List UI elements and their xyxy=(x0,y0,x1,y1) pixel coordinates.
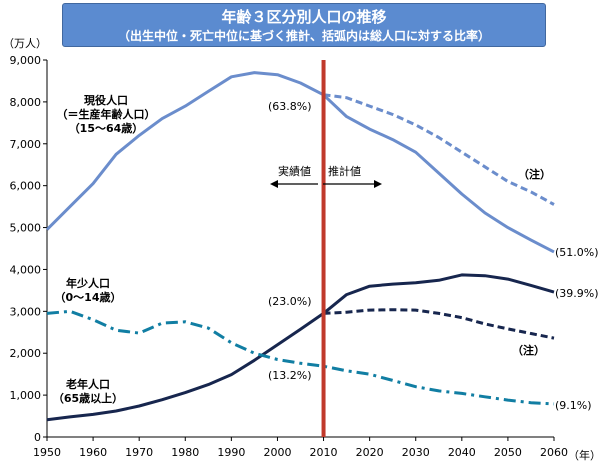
series-line-2 xyxy=(323,93,555,206)
series-lines xyxy=(45,71,555,422)
axes xyxy=(46,60,554,438)
x-tick-label: 2040 xyxy=(448,446,476,459)
y-tick-label: 4,000 xyxy=(10,263,42,276)
chart-title: 年齢３区分別人口の推移 xyxy=(221,8,387,26)
y-tick-label: 8,000 xyxy=(10,96,42,109)
series-line-5 xyxy=(46,309,555,406)
y-tick-label: 7,000 xyxy=(10,138,42,151)
juvenile-label-2: （0～14歳） xyxy=(55,290,122,304)
juvenile-label-1: 年少人口 xyxy=(66,276,110,290)
y-tick-label: 6,000 xyxy=(10,180,42,193)
y-tick-label: 9,000 xyxy=(10,54,42,67)
x-tick-label: 2010 xyxy=(310,446,338,459)
working-age-label-3: （15～64歳） xyxy=(69,121,144,135)
series-line-3 xyxy=(46,273,555,422)
y-tick-label: 5,000 xyxy=(10,222,42,235)
note-lower: （注） xyxy=(512,343,545,357)
note-upper: （注） xyxy=(518,167,551,181)
title-banner: 年齢３区分別人口の推移 （出生中位・死亡中位に基づく推計、括弧内は総人口に対する… xyxy=(62,3,546,47)
x-tick-label: 2020 xyxy=(356,446,384,459)
working-age-label-2: （＝生産年齢人口） xyxy=(57,107,156,121)
projected-label: 推計値 xyxy=(328,164,361,178)
working-age-2060-ratio: (51.0%) xyxy=(555,246,599,259)
y-ticks: 0 1,000 2,000 3,000 4,000 5,000 6,000 7,000 8,00… xyxy=(10,54,47,444)
working-age-label-1: 現役人口 xyxy=(84,93,128,107)
elderly-label-2: （65歳以上） xyxy=(53,391,123,405)
y-tick-label: 3,000 xyxy=(10,305,42,318)
series-line-4 xyxy=(323,308,555,340)
x-tick-label: 1950 xyxy=(33,446,61,459)
x-tick-label: 2000 xyxy=(263,446,291,459)
x-tick-label: 1980 xyxy=(171,446,199,459)
series-line-1 xyxy=(45,71,555,254)
x-ticks: 1950 1960 1970 1980 1990 2000 2010 2020 2030 2040… xyxy=(33,437,568,459)
elderly-2060-ratio: (39.9%) xyxy=(555,287,599,300)
juvenile-2010-ratio: (13.2%) xyxy=(268,369,312,382)
elderly-2010-ratio: (23.0%) xyxy=(268,295,312,308)
juvenile-2060-ratio: (9.1%) xyxy=(555,399,592,412)
x-tick-label: 2050 xyxy=(494,446,522,459)
x-tick-label: 2030 xyxy=(402,446,430,459)
elderly-label-1: 老年人口 xyxy=(65,377,110,391)
chart-subtitle: （出生中位・死亡中位に基づく推計、括弧内は総人口に対する比率） xyxy=(117,29,490,43)
working-age-2010-ratio: (63.8%) xyxy=(268,100,312,113)
y-tick-label: 1,000 xyxy=(10,389,42,402)
x-axis-unit: （年） xyxy=(568,448,601,462)
y-axis-unit: （万人） xyxy=(3,37,47,50)
y-tick-label: 2,000 xyxy=(10,347,42,360)
y-tick-label: 0 xyxy=(34,431,41,444)
x-tick-label: 2060 xyxy=(540,446,568,459)
x-tick-label: 1960 xyxy=(79,446,107,459)
x-tick-label: 1990 xyxy=(217,446,245,459)
x-tick-label: 1970 xyxy=(125,446,153,459)
actual-label: 実績値 xyxy=(278,164,311,178)
